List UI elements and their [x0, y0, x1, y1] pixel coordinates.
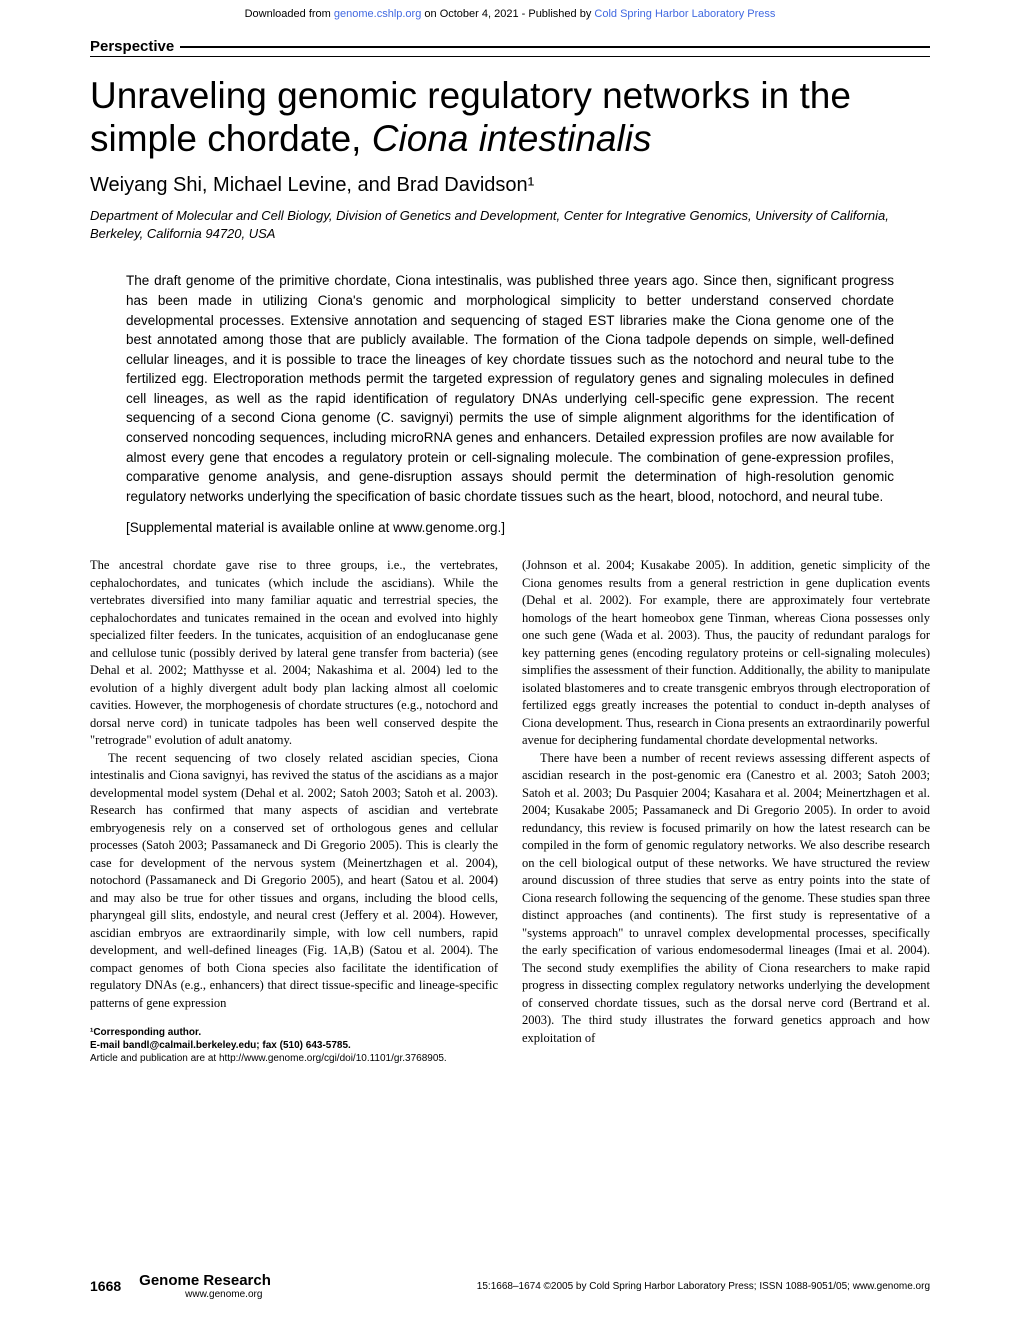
section-rule [90, 56, 930, 57]
authors: Weiyang Shi, Michael Levine, and Brad Da… [90, 174, 930, 197]
section-label: Perspective [90, 38, 930, 55]
column-left: The ancestral chordate gave rise to thre… [90, 557, 498, 1065]
header-prefix: Downloaded from [245, 8, 334, 20]
body-p2: The recent sequencing of two closely rel… [90, 750, 498, 1013]
copyright: 15:1668–1674 ©2005 by Cold Spring Harbor… [477, 1281, 930, 1292]
header-link-2[interactable]: Cold Spring Harbor Laboratory Press [594, 8, 775, 20]
corresponding-doi: Article and publication are at http://ww… [90, 1052, 498, 1065]
title-species: Ciona intestinalis [372, 118, 652, 159]
page-footer: 1668 Genome Research www.genome.org 15:1… [90, 1272, 930, 1300]
header-mid: on October 4, 2021 - Published by [421, 8, 594, 20]
body-p4: There have been a number of recent revie… [522, 750, 930, 1048]
journal-url: www.genome.org [185, 1289, 271, 1300]
corresponding-block: ¹Corresponding author. E-mail bandl@calm… [90, 1026, 498, 1065]
journal-name: Genome Research [139, 1272, 271, 1289]
affiliation: Department of Molecular and Cell Biology… [90, 207, 930, 243]
corresponding-author: ¹Corresponding author. [90, 1026, 498, 1039]
download-header: Downloaded from genome.cshlp.org on Octo… [0, 0, 1020, 28]
abstract: The draft genome of the primitive chorda… [126, 271, 894, 506]
body-p1: The ancestral chordate gave rise to thre… [90, 557, 498, 750]
corresponding-email: E-mail bandl@calmail.berkeley.edu; fax (… [90, 1039, 498, 1052]
body-columns: The ancestral chordate gave rise to thre… [90, 557, 930, 1065]
supplemental-note: [Supplemental material is available onli… [126, 520, 894, 535]
column-right: (Johnson et al. 2004; Kusakabe 2005). In… [522, 557, 930, 1065]
article-title: Unraveling genomic regulatory networks i… [90, 75, 930, 160]
body-p3: (Johnson et al. 2004; Kusakabe 2005). In… [522, 557, 930, 750]
page-number: 1668 [90, 1278, 121, 1294]
header-link-1[interactable]: genome.cshlp.org [334, 8, 421, 20]
